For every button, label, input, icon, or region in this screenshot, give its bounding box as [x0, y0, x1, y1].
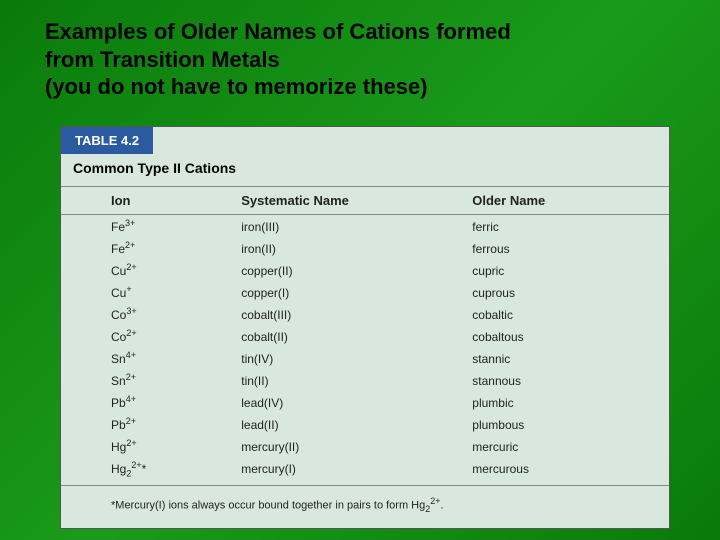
- title-line-2: from Transition Metals: [45, 46, 675, 74]
- cell-ion: Sn4+: [61, 347, 231, 369]
- table-footnote: *Mercury(I) ions always occur bound toge…: [61, 485, 669, 528]
- cell-ion: Cu2+: [61, 259, 231, 281]
- cell-systematic-name: iron(II): [231, 237, 462, 259]
- cell-ion: Sn2+: [61, 369, 231, 391]
- cell-older-name: stannous: [462, 369, 669, 391]
- cell-ion: Fe2+: [61, 237, 231, 259]
- col-header-ion: Ion: [61, 186, 231, 214]
- cell-older-name: mercuric: [462, 435, 669, 457]
- table-body: Fe3+iron(III)ferricFe2+iron(II)ferrousCu…: [61, 214, 669, 481]
- table-row: Co2+cobalt(II)cobaltous: [61, 325, 669, 347]
- cation-table: Ion Systematic Name Older Name Fe3+iron(…: [61, 186, 669, 481]
- cell-systematic-name: iron(III): [231, 214, 462, 237]
- cell-systematic-name: lead(II): [231, 413, 462, 435]
- table-row: Co3+cobalt(III)cobaltic: [61, 303, 669, 325]
- table-row: Cu2+copper(II)cupric: [61, 259, 669, 281]
- title-line-3: (you do not have to memorize these): [45, 73, 675, 101]
- title-line-1: Examples of Older Names of Cations forme…: [45, 18, 675, 46]
- cell-older-name: cobaltous: [462, 325, 669, 347]
- table-number-badge: TABLE 4.2: [61, 127, 153, 154]
- cell-older-name: ferric: [462, 214, 669, 237]
- cell-older-name: ferrous: [462, 237, 669, 259]
- cell-ion: Hg2+: [61, 435, 231, 457]
- table-row: Sn4+tin(IV)stannic: [61, 347, 669, 369]
- cell-systematic-name: copper(II): [231, 259, 462, 281]
- table-row: Cu+copper(I)cuprous: [61, 281, 669, 303]
- cation-table-container: TABLE 4.2 Common Type II Cations Ion Sys…: [60, 126, 670, 529]
- slide-title: Examples of Older Names of Cations forme…: [0, 0, 720, 111]
- cell-ion: Fe3+: [61, 214, 231, 237]
- table-subtitle: Common Type II Cations: [61, 154, 669, 186]
- table-row: Hg2+mercury(II)mercuric: [61, 435, 669, 457]
- cell-ion: Pb4+: [61, 391, 231, 413]
- table-row: Pb2+lead(II)plumbous: [61, 413, 669, 435]
- cell-older-name: plumbic: [462, 391, 669, 413]
- cell-older-name: plumbous: [462, 413, 669, 435]
- table-row: Sn2+tin(II)stannous: [61, 369, 669, 391]
- cell-ion: Cu+: [61, 281, 231, 303]
- cell-ion: Pb2+: [61, 413, 231, 435]
- table-row: Fe2+iron(II)ferrous: [61, 237, 669, 259]
- table-row: Fe3+iron(III)ferric: [61, 214, 669, 237]
- cell-older-name: cupric: [462, 259, 669, 281]
- cell-ion: Co3+: [61, 303, 231, 325]
- cell-older-name: stannic: [462, 347, 669, 369]
- cell-ion: Hg22+*: [61, 457, 231, 481]
- cell-ion: Co2+: [61, 325, 231, 347]
- cell-systematic-name: copper(I): [231, 281, 462, 303]
- col-header-systematic: Systematic Name: [231, 186, 462, 214]
- cell-systematic-name: tin(II): [231, 369, 462, 391]
- cell-older-name: cuprous: [462, 281, 669, 303]
- cell-systematic-name: lead(IV): [231, 391, 462, 413]
- table-row: Pb4+lead(IV)plumbic: [61, 391, 669, 413]
- cell-systematic-name: mercury(II): [231, 435, 462, 457]
- table-header-row: Ion Systematic Name Older Name: [61, 186, 669, 214]
- cell-older-name: cobaltic: [462, 303, 669, 325]
- cell-systematic-name: cobalt(II): [231, 325, 462, 347]
- cell-systematic-name: mercury(I): [231, 457, 462, 481]
- table-row: Hg22+*mercury(I)mercurous: [61, 457, 669, 481]
- table-header-bar: TABLE 4.2: [61, 127, 669, 154]
- col-header-older: Older Name: [462, 186, 669, 214]
- cell-systematic-name: tin(IV): [231, 347, 462, 369]
- cell-systematic-name: cobalt(III): [231, 303, 462, 325]
- cell-older-name: mercurous: [462, 457, 669, 481]
